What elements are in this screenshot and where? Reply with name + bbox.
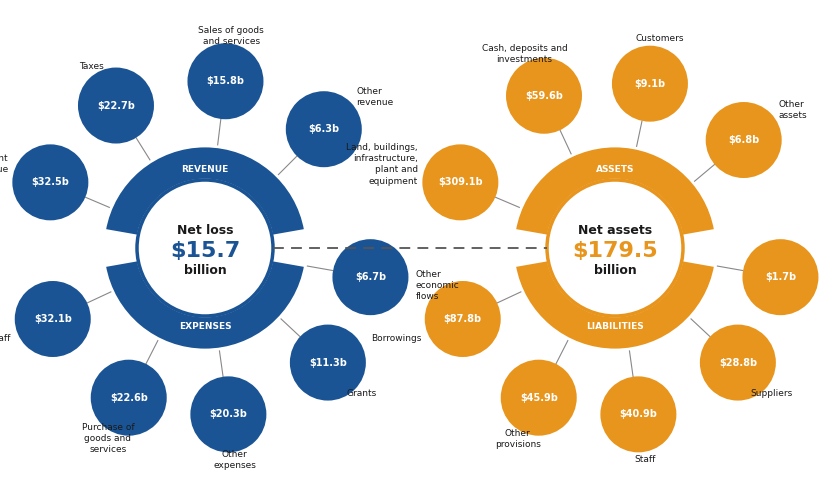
- Text: Customers: Customers: [635, 34, 683, 43]
- Text: $22.7b: $22.7b: [97, 101, 135, 110]
- Text: $6.3b: $6.3b: [308, 124, 339, 134]
- Text: $20.3b: $20.3b: [209, 409, 247, 419]
- Text: $179.5: $179.5: [572, 241, 657, 261]
- Circle shape: [546, 180, 682, 316]
- Text: ASSETS: ASSETS: [595, 165, 633, 174]
- Circle shape: [424, 281, 500, 357]
- Text: Suppliers: Suppliers: [749, 389, 792, 399]
- Circle shape: [188, 43, 263, 119]
- Text: $309.1b: $309.1b: [437, 177, 482, 188]
- Text: $15.7: $15.7: [170, 241, 240, 261]
- Text: $59.6b: $59.6b: [524, 91, 563, 101]
- Text: Other
economic
flows: Other economic flows: [415, 270, 459, 301]
- Text: $32.1b: $32.1b: [34, 314, 71, 324]
- Text: LIABILITIES: LIABILITIES: [586, 322, 643, 330]
- Text: billion: billion: [593, 263, 636, 277]
- Text: $32.5b: $32.5b: [31, 177, 70, 188]
- Text: Sales of goods
and services: Sales of goods and services: [198, 26, 264, 46]
- Text: $22.6b: $22.6b: [110, 393, 147, 403]
- Text: Other
expenses: Other expenses: [213, 450, 256, 470]
- Circle shape: [15, 281, 91, 357]
- Text: $9.1b: $9.1b: [634, 79, 665, 88]
- Text: Land, buildings,
infrastructure,
plant and
equipment: Land, buildings, infrastructure, plant a…: [346, 143, 418, 186]
- Text: $6.8b: $6.8b: [727, 135, 758, 145]
- Circle shape: [137, 180, 273, 316]
- Text: $11.3b: $11.3b: [309, 358, 346, 367]
- Text: EXPENSES: EXPENSES: [179, 322, 231, 330]
- Circle shape: [78, 68, 154, 143]
- Text: Other
provisions: Other provisions: [495, 429, 540, 449]
- Text: $6.7b: $6.7b: [355, 272, 386, 282]
- Text: $45.9b: $45.9b: [519, 393, 557, 403]
- Text: Taxes: Taxes: [79, 62, 104, 71]
- Circle shape: [286, 91, 361, 167]
- Text: Borrowings: Borrowings: [370, 334, 420, 343]
- Text: Grant
revenue: Grant revenue: [0, 155, 8, 174]
- Text: $28.8b: $28.8b: [718, 358, 756, 367]
- Text: Net loss: Net loss: [177, 224, 233, 237]
- Wedge shape: [514, 260, 715, 350]
- Text: $1.7b: $1.7b: [764, 272, 795, 282]
- Circle shape: [699, 325, 775, 400]
- Circle shape: [332, 239, 408, 315]
- Text: Staff: Staff: [0, 334, 11, 343]
- Wedge shape: [104, 260, 305, 350]
- Circle shape: [12, 144, 88, 220]
- Circle shape: [500, 360, 576, 435]
- Text: Other
assets: Other assets: [778, 101, 807, 121]
- Circle shape: [505, 58, 581, 134]
- Wedge shape: [514, 146, 715, 236]
- Text: Cash, deposits and
investments: Cash, deposits and investments: [481, 44, 567, 64]
- Text: Purchase of
goods and
services: Purchase of goods and services: [81, 423, 134, 454]
- Text: Net assets: Net assets: [577, 224, 651, 237]
- Circle shape: [600, 376, 676, 452]
- Circle shape: [422, 144, 498, 220]
- Circle shape: [705, 102, 781, 178]
- Circle shape: [289, 325, 365, 400]
- Text: $15.8b: $15.8b: [206, 76, 244, 86]
- Text: REVENUE: REVENUE: [181, 165, 229, 174]
- Text: Grants: Grants: [346, 389, 376, 399]
- Circle shape: [741, 239, 817, 315]
- Wedge shape: [104, 146, 305, 236]
- Circle shape: [190, 376, 266, 452]
- Text: $87.8b: $87.8b: [443, 314, 482, 324]
- Text: $40.9b: $40.9b: [618, 409, 657, 419]
- Text: billion: billion: [183, 263, 226, 277]
- Circle shape: [611, 46, 687, 122]
- Text: Staff: Staff: [633, 455, 654, 465]
- Circle shape: [91, 360, 166, 435]
- Text: Other
revenue: Other revenue: [356, 87, 393, 107]
